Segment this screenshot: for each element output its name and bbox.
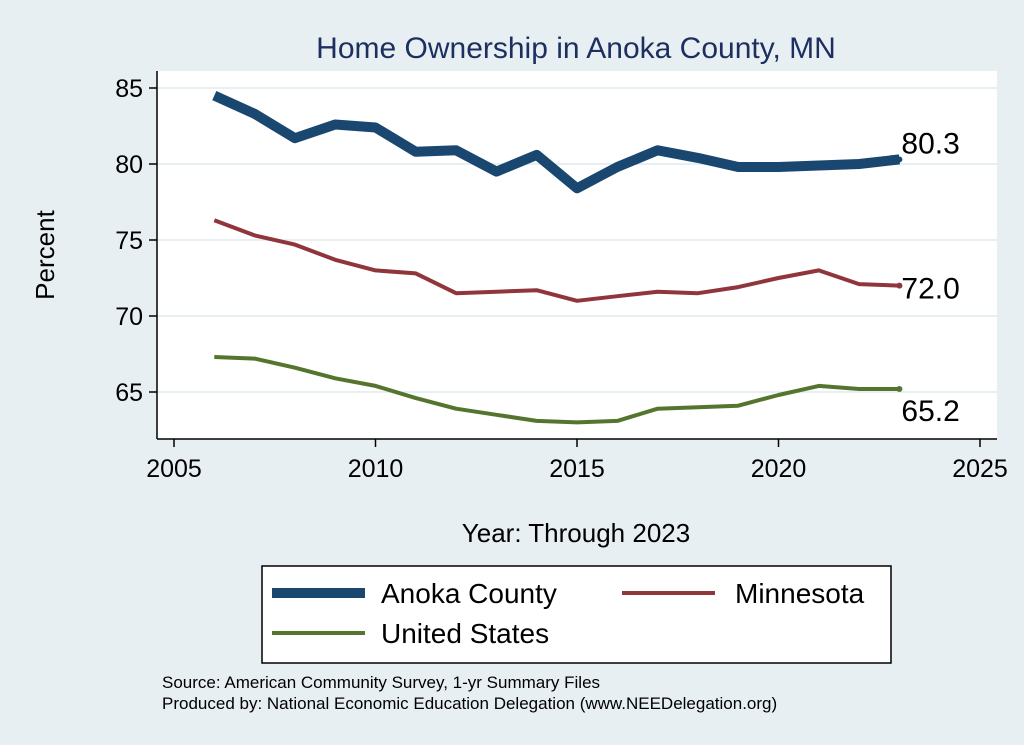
chart-title: Home Ownership in Anoka County, MN [316,32,836,65]
end-label-anoka-county: 80.3 [901,127,959,160]
legend-box [261,565,892,664]
y-tick-label-80: 80 [115,151,143,179]
x-tick-label-2020: 2020 [751,455,807,483]
source-note: Source: American Community Survey, 1-yr … [162,673,600,692]
x-axis-title: Year: Through 2023 [462,518,690,548]
legend: Anoka County Minnesota United States [261,565,892,664]
x-tick-label-2005: 2005 [146,455,202,483]
series-line-united-states [214,355,900,425]
y-tick-label-85: 85 [115,75,143,103]
end-labels: 80.3 72.0 65.2 [901,127,959,428]
series [212,91,903,425]
y-tick-label-65: 65 [115,379,143,407]
x-tick-label-2010: 2010 [348,455,404,483]
y-tick-label-75: 75 [115,227,143,255]
end-label-united-states: 65.2 [901,395,959,428]
x-tick-label-2025: 2025 [952,455,1008,483]
legend-label-minnesota: Minnesota [735,578,865,609]
series-endpoint-united-states [896,385,903,392]
x-tick-label-2015: 2015 [549,455,605,483]
legend-label-united-states: United States [381,618,549,649]
legend-label-anoka-county: Anoka County [381,578,557,609]
end-label-minnesota: 72.0 [901,273,959,306]
series-endpoint-anoka-county [896,156,903,163]
grid [157,87,997,393]
series-line-anoka-county [212,91,900,194]
axes: 65 70 75 80 85 2005 2010 2015 2020 2025 [115,71,1008,483]
series-endpoint-minnesota [896,282,903,289]
series-line-minnesota [213,218,900,303]
producer-note: Produced by: National Economic Education… [162,694,777,713]
y-tick-label-70: 70 [115,303,143,331]
y-axis-title: Percent [30,209,60,299]
